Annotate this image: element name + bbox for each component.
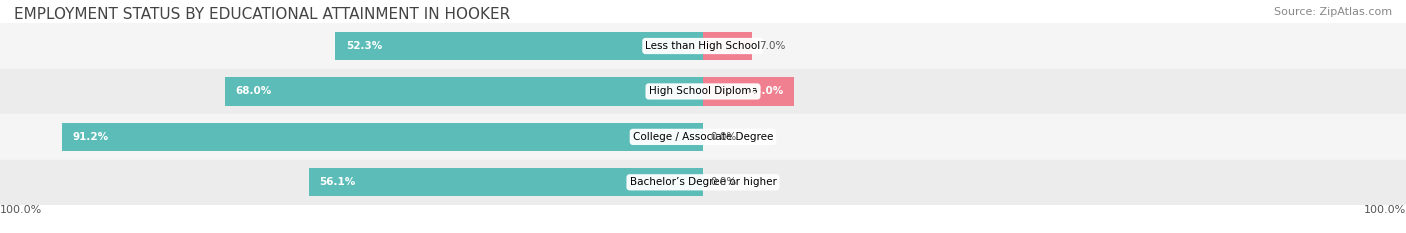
Text: 68.0%: 68.0% bbox=[236, 86, 271, 96]
Text: College / Associate Degree: College / Associate Degree bbox=[633, 132, 773, 142]
Bar bbox=[336, 32, 703, 60]
Bar bbox=[0, 23, 1406, 69]
Text: 56.1%: 56.1% bbox=[319, 177, 356, 187]
Text: 91.2%: 91.2% bbox=[73, 132, 108, 142]
Bar bbox=[62, 123, 703, 151]
Bar bbox=[0, 114, 1406, 160]
Bar bbox=[0, 69, 1406, 114]
Bar bbox=[225, 77, 703, 106]
Text: High School Diploma: High School Diploma bbox=[648, 86, 758, 96]
Bar bbox=[703, 77, 794, 106]
Bar bbox=[703, 32, 752, 60]
Bar bbox=[308, 168, 703, 196]
Text: 13.0%: 13.0% bbox=[748, 86, 785, 96]
Text: 7.0%: 7.0% bbox=[759, 41, 786, 51]
Text: 0.0%: 0.0% bbox=[710, 132, 737, 142]
Text: 52.3%: 52.3% bbox=[346, 41, 382, 51]
Bar bbox=[0, 160, 1406, 205]
Text: 100.0%: 100.0% bbox=[1364, 205, 1406, 215]
Text: 0.0%: 0.0% bbox=[710, 177, 737, 187]
Text: EMPLOYMENT STATUS BY EDUCATIONAL ATTAINMENT IN HOOKER: EMPLOYMENT STATUS BY EDUCATIONAL ATTAINM… bbox=[14, 7, 510, 22]
Text: 100.0%: 100.0% bbox=[0, 205, 42, 215]
Text: Source: ZipAtlas.com: Source: ZipAtlas.com bbox=[1274, 7, 1392, 17]
Text: Less than High School: Less than High School bbox=[645, 41, 761, 51]
Text: Bachelor’s Degree or higher: Bachelor’s Degree or higher bbox=[630, 177, 776, 187]
